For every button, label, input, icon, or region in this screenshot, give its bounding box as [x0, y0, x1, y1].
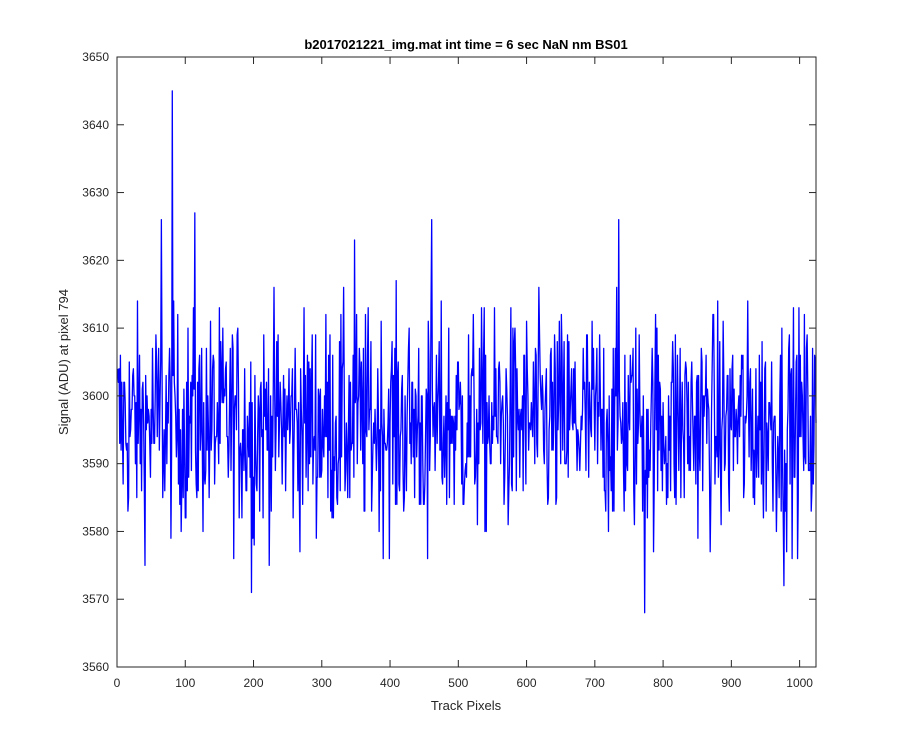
series-line — [117, 90, 817, 614]
y-axis-label: Signal (ADU) at pixel 794 — [56, 289, 71, 435]
y-tick-label: 3620 — [82, 253, 109, 267]
x-tick-label: 200 — [244, 676, 264, 690]
y-tick-label: 3570 — [82, 592, 109, 606]
x-tick-label: 800 — [653, 676, 673, 690]
chart-title: b2017021221_img.mat int time = 6 sec NaN… — [304, 37, 627, 52]
x-tick-label: 500 — [448, 676, 468, 690]
y-tick-label: 3610 — [82, 321, 109, 335]
y-tick-label: 3600 — [82, 389, 109, 403]
x-tick-label: 100 — [175, 676, 195, 690]
x-axis-label: Track Pixels — [431, 698, 502, 713]
x-tick-label: 1000 — [786, 676, 813, 690]
x-tick-label: 600 — [517, 676, 537, 690]
axes-box — [116, 56, 817, 668]
x-tick-label: 400 — [380, 676, 400, 690]
x-tick-label: 0 — [114, 676, 121, 690]
y-tick-label: 3580 — [82, 524, 109, 538]
y-tick-label: 3640 — [82, 118, 109, 132]
y-tick-label: 3630 — [82, 186, 109, 200]
y-tick-label: 3560 — [82, 660, 109, 674]
x-tick-label: 700 — [585, 676, 605, 690]
x-tick-label: 300 — [312, 676, 332, 690]
y-tick-label: 3590 — [82, 457, 109, 471]
x-tick-label: 900 — [721, 676, 741, 690]
y-tick-label: 3650 — [82, 50, 109, 64]
